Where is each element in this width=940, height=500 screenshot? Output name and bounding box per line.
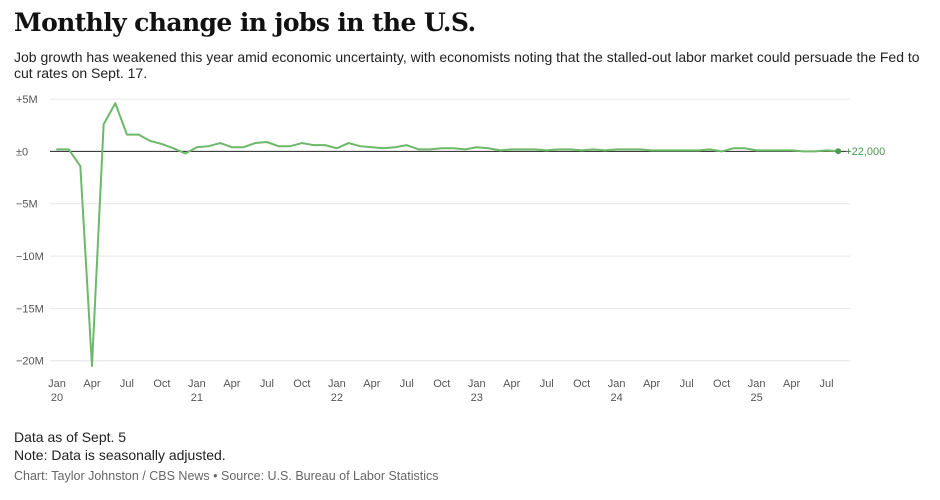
x-tick-label: Jan [188, 378, 206, 390]
x-tick-label: Apr [643, 378, 660, 390]
x-tick-label: Apr [783, 378, 800, 390]
x-tick-label: Jul [820, 378, 834, 390]
x-tick-year-label: 24 [611, 392, 623, 404]
x-tick-label: Jan [748, 378, 766, 390]
x-tick-label: Apr [223, 378, 240, 390]
end-value-label: +22,000 [845, 146, 885, 158]
x-tick-label: Apr [363, 378, 380, 390]
x-tick-year-label: 25 [750, 392, 762, 404]
x-tick-label: Jan [468, 378, 486, 390]
chart-title: Monthly change in jobs in the U.S. [14, 8, 476, 37]
series-layer: +22,000 [56, 102, 885, 367]
source-credit: Chart: Taylor Johnston / CBS News • Sour… [14, 469, 439, 483]
x-tick-label: Oct [713, 378, 730, 390]
gridlines [50, 98, 850, 362]
line-chart: +5M ±0 −5M −10M −15M −20M Jan 20 Apr Jul Oct Jan 21… [16, 94, 885, 404]
y-tick-label: −10M [16, 251, 44, 263]
x-tick-year-label: 23 [471, 392, 483, 404]
x-axis-labels: Jan 20 Apr Jul Oct Jan 21 Apr Jul Oct Jan 22 Apr Jul O… [48, 378, 833, 404]
y-axis-labels: +5M ±0 −5M −10M −15M −20M [16, 94, 44, 368]
x-tick-label: Oct [153, 378, 170, 390]
x-tick-label: Jul [400, 378, 414, 390]
x-tick-label: Jan [48, 378, 66, 390]
x-tick-year-label: 20 [51, 392, 63, 404]
x-tick-label: Jan [328, 378, 346, 390]
x-tick-label: Oct [573, 378, 590, 390]
notes: Data as of Sept. 5 Note: Data is seasona… [14, 428, 226, 464]
y-tick-label: +5M [16, 94, 38, 106]
chart-subtitle: Job growth has weakened this year amid e… [14, 49, 920, 81]
x-tick-label: Apr [83, 378, 100, 390]
y-tick-label: −15M [16, 303, 44, 315]
x-tick-label: Apr [503, 378, 520, 390]
x-tick-label: Jul [540, 378, 554, 390]
end-point-marker [835, 148, 842, 155]
x-tick-label: Oct [433, 378, 450, 390]
x-tick-label: Jul [680, 378, 694, 390]
x-tick-label: Jul [260, 378, 274, 390]
data-date-note: Data as of Sept. 5 [14, 429, 127, 445]
x-tick-year-label: 21 [191, 392, 203, 404]
series-line [56, 102, 840, 367]
seasonal-note: Note: Data is seasonally adjusted. [14, 447, 226, 463]
x-tick-label: Jan [608, 378, 626, 390]
y-tick-label: ±0 [16, 146, 28, 158]
x-tick-label: Oct [293, 378, 310, 390]
x-tick-label: Jul [120, 378, 134, 390]
x-tick-year-label: 22 [331, 392, 343, 404]
y-tick-label: −5M [16, 199, 38, 211]
y-tick-label: −20M [16, 356, 44, 368]
